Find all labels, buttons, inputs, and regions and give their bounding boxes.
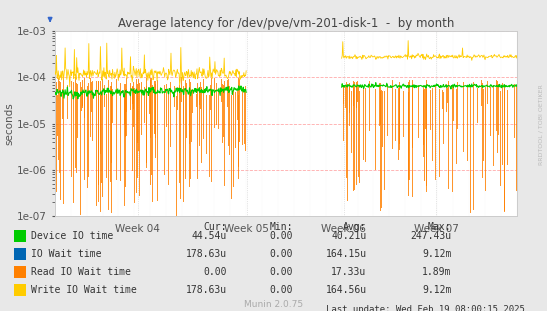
Text: Last update: Wed Feb 19 08:00:15 2025: Last update: Wed Feb 19 08:00:15 2025 [326,305,525,311]
Text: Device IO time: Device IO time [31,231,113,241]
Text: 164.56u: 164.56u [325,285,366,295]
Text: Avg:: Avg: [343,222,366,232]
Text: 44.54u: 44.54u [192,231,227,241]
Text: 0.00: 0.00 [269,285,293,295]
Text: Munin 2.0.75: Munin 2.0.75 [244,300,303,309]
Text: 0.00: 0.00 [269,249,293,259]
Text: 247.43u: 247.43u [410,231,451,241]
Text: 9.12m: 9.12m [422,285,451,295]
Text: 164.15u: 164.15u [325,249,366,259]
Y-axis label: seconds: seconds [4,102,14,145]
Text: Write IO Wait time: Write IO Wait time [31,285,137,295]
Text: Read IO Wait time: Read IO Wait time [31,267,131,277]
Title: Average latency for /dev/pve/vm-201-disk-1  -  by month: Average latency for /dev/pve/vm-201-disk… [118,17,454,30]
Text: Cur:: Cur: [203,222,227,232]
Text: 9.12m: 9.12m [422,249,451,259]
Text: Max:: Max: [428,222,451,232]
Text: 0.00: 0.00 [269,267,293,277]
Text: IO Wait time: IO Wait time [31,249,102,259]
Text: 17.33u: 17.33u [331,267,366,277]
Text: 178.63u: 178.63u [186,249,227,259]
Text: 178.63u: 178.63u [186,285,227,295]
Text: 40.21u: 40.21u [331,231,366,241]
Text: 0.00: 0.00 [203,267,227,277]
Text: Min:: Min: [269,222,293,232]
Text: 0.00: 0.00 [269,231,293,241]
Text: RRDTOOL / TOBI OETIKER: RRDTOOL / TOBI OETIKER [538,84,543,165]
Text: 1.89m: 1.89m [422,267,451,277]
